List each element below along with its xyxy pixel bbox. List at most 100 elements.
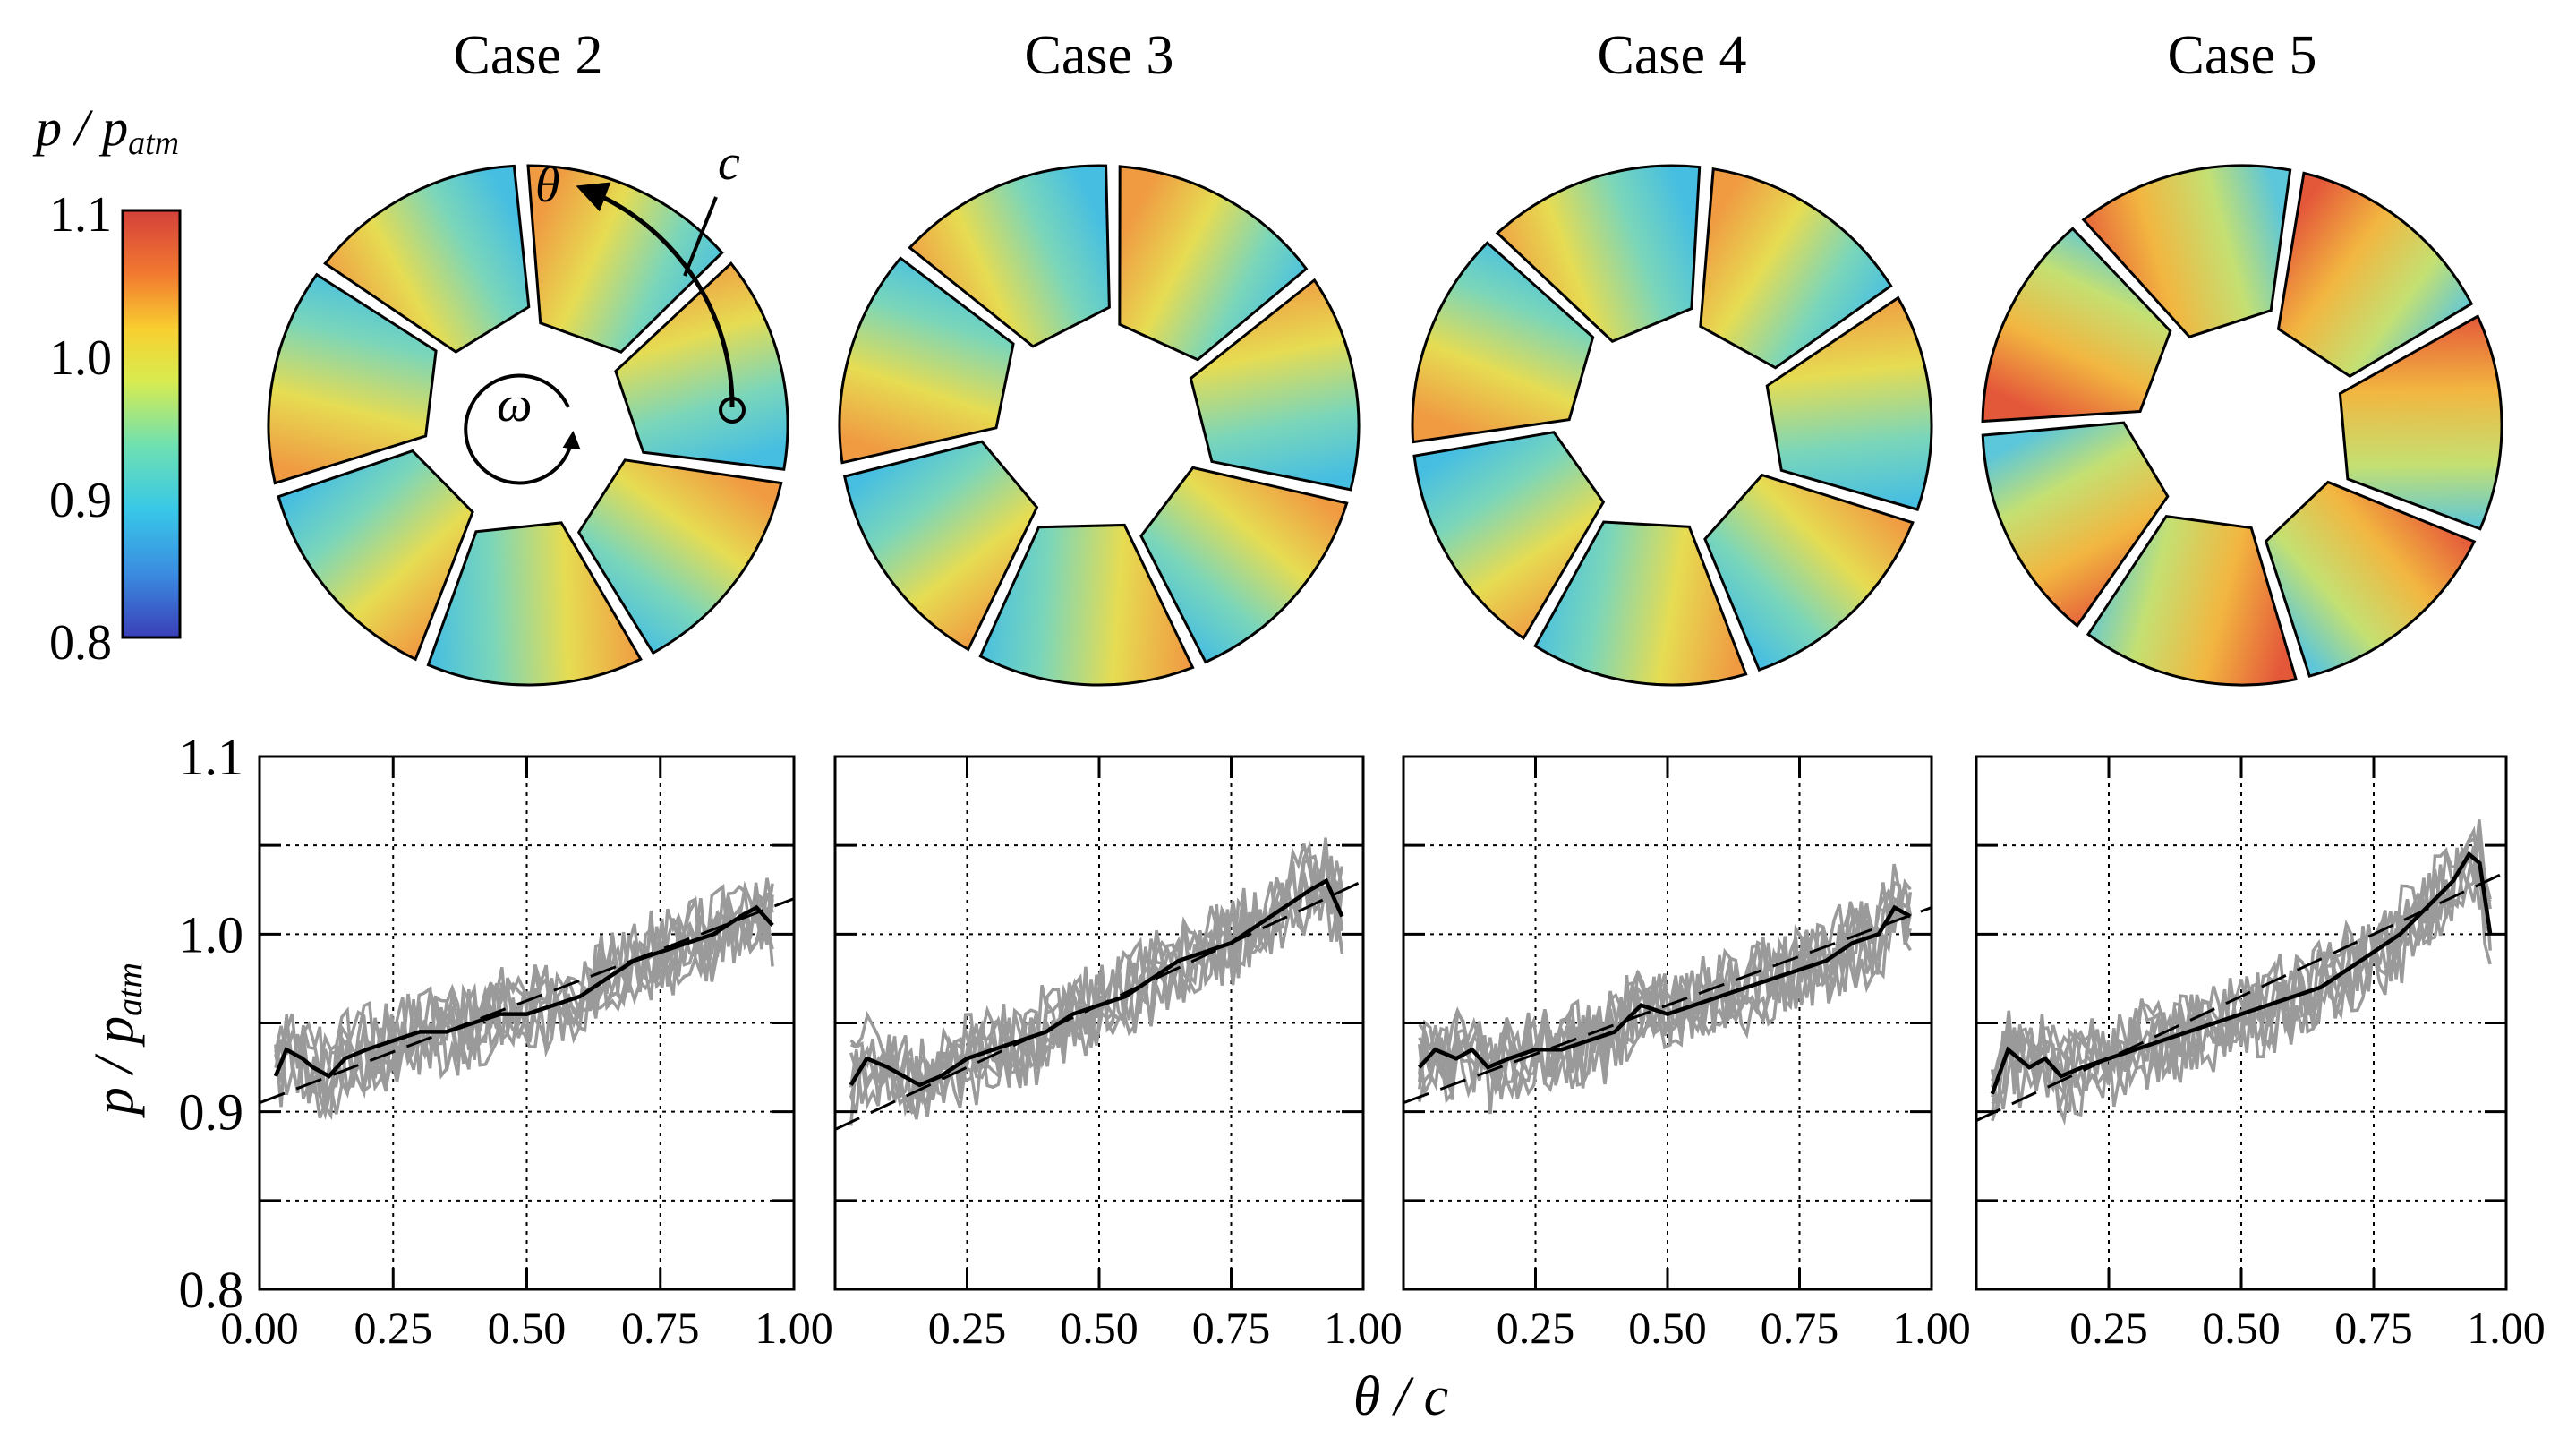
- rotor-blade: [267, 272, 438, 485]
- colorbar-tick-0.8: 0.8: [49, 615, 112, 671]
- x-tick-label: 1.00: [2467, 1303, 2546, 1353]
- x-tick-label: 0.00: [220, 1303, 299, 1353]
- rotor-blade: [2081, 164, 2292, 338]
- x-axis-label: θ / c: [1353, 1366, 1448, 1427]
- c-leader-line: [683, 196, 718, 277]
- case2-annotations: θ c ω: [464, 135, 746, 485]
- x-tick-label: 0.25: [2069, 1303, 2148, 1353]
- rotor-blade: [1412, 431, 1606, 641]
- x-tick-label: 0.75: [621, 1303, 700, 1353]
- omega-label: ω: [497, 377, 533, 432]
- colorbar-label: p / patm: [32, 98, 179, 162]
- rotor-blade: [1118, 165, 1309, 362]
- x-tick-label: 0.25: [1497, 1303, 1575, 1353]
- colorbar-bar: [121, 209, 182, 639]
- rotor-blade: [1703, 473, 1915, 672]
- linear-fit-line: [1975, 870, 2507, 1122]
- sample-trace: [274, 877, 774, 1082]
- mean-line: [273, 904, 774, 1079]
- rotor-blade: [2086, 514, 2299, 687]
- x-tick-label: 1.00: [1892, 1303, 1971, 1353]
- rotor-blade: [1139, 466, 1349, 664]
- rotor-maps: [267, 164, 2503, 687]
- plot-case-2: 1.1 1.0 0.9 0.80.00 0.25 0.50 0.75 1.00: [179, 728, 833, 1353]
- colorbar-tick-1.1: 1.1: [49, 187, 112, 243]
- rotor-blade: [1981, 421, 2170, 629]
- sample-trace: [1991, 819, 2492, 1092]
- plot-case-3: 0.25 0.50 0.75 1.00: [833, 755, 1403, 1353]
- rotor-blade: [1699, 167, 1893, 370]
- rotor-blade: [2264, 480, 2477, 678]
- sample-trace: [1417, 878, 1912, 1099]
- x-tick-label: 0.75: [1761, 1303, 1839, 1353]
- y-tick-label: 1.0: [179, 905, 244, 963]
- rotor-blade: [838, 256, 1015, 465]
- x-tick-label: 0.75: [1192, 1303, 1271, 1353]
- rotor-case-2: [267, 164, 789, 687]
- x-tick-label: 0.50: [1060, 1303, 1139, 1353]
- rotor-blade: [1189, 278, 1361, 492]
- rotor-blade: [1495, 164, 1702, 344]
- rotor-case-3: [838, 164, 1361, 687]
- measurement-point-marker: [719, 397, 746, 424]
- theta-label: θ: [535, 158, 560, 213]
- rotor-blade: [908, 164, 1111, 348]
- colorbar-label-base: p / p: [32, 98, 128, 157]
- rotor-blade: [323, 164, 531, 354]
- sample-trace: [850, 840, 1344, 1117]
- rotor-blade: [526, 164, 724, 354]
- y-tick-label: 0.8: [179, 1261, 244, 1319]
- x-tick-label: 0.50: [2202, 1303, 2281, 1353]
- rotor-blade: [842, 440, 1039, 652]
- colorbar: p / patm 1.1 1.0 0.9 0.8: [32, 98, 182, 671]
- case-title-3: Case 3: [1024, 25, 1173, 86]
- sample-trace: [849, 843, 1344, 1103]
- sample-trace: [1991, 851, 2492, 1111]
- theta-arrow: [576, 182, 735, 408]
- colorbar-tick-1.0: 1.0: [49, 330, 112, 386]
- sample-trace: [274, 883, 774, 1098]
- x-tick-label: 0.75: [2334, 1303, 2413, 1353]
- mean-line: [1418, 904, 1912, 1070]
- rotor-blade: [1765, 295, 1933, 511]
- linear-fit-line: [259, 897, 795, 1105]
- x-tick-label: 1.00: [755, 1303, 833, 1353]
- mean-line: [849, 877, 1344, 1088]
- x-tick-label: 1.00: [1324, 1303, 1403, 1353]
- case-title-2: Case 2: [453, 25, 602, 86]
- rotor-blade: [614, 261, 789, 471]
- rotor-blade: [2276, 171, 2474, 378]
- rotor-case-4: [1411, 164, 1933, 687]
- sample-trace: [1417, 880, 1913, 1084]
- rotor-blade: [1981, 227, 2172, 424]
- colorbar-label-sub: atm: [128, 124, 179, 162]
- sample-trace: [274, 891, 774, 1101]
- sample-trace: [1418, 887, 1913, 1103]
- y-tick-label: 1.1: [179, 728, 244, 786]
- y-axis-label: p / patm: [84, 963, 149, 1118]
- plot-case-5: 0.25 0.50 0.75 1.00: [1975, 755, 2546, 1353]
- rotor-blade: [978, 523, 1195, 687]
- omega-arrow: [464, 373, 581, 485]
- rotor-blade: [2338, 314, 2503, 531]
- c-label: c: [718, 135, 740, 191]
- rotor-case-5: [1981, 164, 2503, 687]
- case-title-5: Case 5: [2167, 25, 2316, 86]
- y-tick-label: 0.9: [179, 1083, 244, 1142]
- rotor-blade: [277, 449, 474, 662]
- case-title-4: Case 4: [1597, 25, 1746, 86]
- colorbar-tick-0.9: 0.9: [49, 473, 112, 528]
- rotor-blade: [576, 458, 783, 655]
- linear-fit-line: [1403, 906, 1932, 1105]
- y-axis-label-base: p / p: [84, 1016, 145, 1118]
- rotor-blade: [426, 521, 643, 687]
- y-axis-label-sub: atm: [109, 963, 149, 1016]
- x-tick-label: 0.25: [928, 1303, 1007, 1353]
- x-tick-label: 0.50: [1628, 1303, 1707, 1353]
- mean-line: [1990, 851, 2493, 1095]
- x-tick-label: 0.25: [354, 1303, 433, 1353]
- plot-case-4: 0.25 0.50 0.75 1.00: [1402, 755, 1971, 1353]
- line-plots: 1.1 1.0 0.9 0.80.00 0.25 0.50 0.75 1.00 0.25 0.50…: [179, 728, 2546, 1353]
- rotor-blade: [1533, 520, 1748, 687]
- x-tick-label: 0.50: [488, 1303, 567, 1353]
